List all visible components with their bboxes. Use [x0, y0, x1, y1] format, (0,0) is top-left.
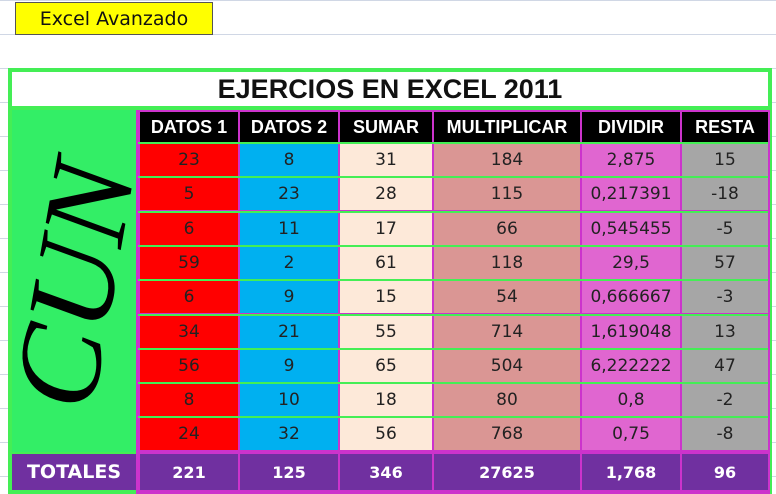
totals-label: TOTALES	[12, 454, 136, 490]
data-cell: -5	[682, 212, 768, 245]
column-header: RESTA	[682, 112, 768, 142]
row-separator	[138, 347, 768, 350]
data-cell: 15	[340, 281, 432, 314]
total-cell: 125	[240, 454, 338, 490]
data-cell: 5	[140, 178, 238, 211]
total-cell: 1,768	[582, 454, 680, 490]
data-cell: 6	[140, 212, 238, 245]
data-cell: 56	[340, 418, 432, 451]
data-cell: -8	[682, 418, 768, 451]
data-cell: 9	[240, 281, 338, 314]
data-cell: 9	[240, 349, 338, 382]
data-cell: 32	[240, 418, 338, 451]
data-cell: 28	[340, 178, 432, 211]
row-separator	[138, 210, 768, 213]
data-cell: 15	[682, 144, 768, 176]
column-header: MULTIPLICAR	[434, 112, 580, 142]
total-cell: 27625	[434, 454, 580, 490]
data-cell: 6,222222	[582, 349, 680, 382]
total-cell: 221	[140, 454, 238, 490]
data-cell: 6	[140, 281, 238, 314]
data-cell: 21	[240, 315, 338, 348]
data-cell: 17	[340, 212, 432, 245]
data-cell: -2	[682, 384, 768, 417]
data-cell: 13	[682, 315, 768, 348]
data-cell: 0,545455	[582, 212, 680, 245]
row-separator	[138, 382, 768, 385]
data-cell: 8	[140, 384, 238, 417]
row-separator	[138, 244, 768, 247]
data-cell: -3	[682, 281, 768, 314]
data-cell: 29,5	[582, 246, 680, 279]
row-separator	[138, 142, 768, 144]
data-cell: 61	[340, 246, 432, 279]
data-cell: 34	[140, 315, 238, 348]
data-cell: 57	[682, 246, 768, 279]
column-header: DATOS 1	[140, 112, 238, 142]
column-header: SUMAR	[340, 112, 432, 142]
data-cell: 59	[140, 246, 238, 279]
total-cell: 346	[340, 454, 432, 490]
data-cell: 47	[682, 349, 768, 382]
data-cell: 54	[434, 281, 580, 314]
data-cell: 2,875	[582, 144, 680, 176]
data-cell: 115	[434, 178, 580, 211]
data-cell: 0,217391	[582, 178, 680, 211]
data-cell: 0,8	[582, 384, 680, 417]
data-cell: 11	[240, 212, 338, 245]
data-cell: 0,75	[582, 418, 680, 451]
data-cell: 768	[434, 418, 580, 451]
data-cell: 65	[340, 349, 432, 382]
data-cell: 1,619048	[582, 315, 680, 348]
data-cell: -18	[682, 178, 768, 211]
data-cell: 8	[240, 144, 338, 176]
table-title: EJERCIOS EN EXCEL 2011	[12, 72, 768, 106]
data-cell: 23	[240, 178, 338, 211]
data-cell: 0,666667	[582, 281, 680, 314]
column-header: DATOS 2	[240, 112, 338, 142]
data-cell: 10	[240, 384, 338, 417]
data-cell: 118	[434, 246, 580, 279]
row-separator	[138, 416, 768, 419]
row-separator	[138, 313, 768, 316]
data-cell: 66	[434, 212, 580, 245]
row-separator	[138, 279, 768, 282]
data-cell: 504	[434, 349, 580, 382]
data-cell: 2	[240, 246, 338, 279]
data-cell: 18	[340, 384, 432, 417]
data-cell: 56	[140, 349, 238, 382]
data-cell: 184	[434, 144, 580, 176]
side-panel: CUN	[12, 110, 136, 452]
data-cell: 714	[434, 315, 580, 348]
data-cell: 23	[140, 144, 238, 176]
data-cell: 31	[340, 144, 432, 176]
row-separator	[138, 176, 768, 179]
data-cell: 24	[140, 418, 238, 451]
side-label: CUN	[12, 151, 136, 418]
total-cell: 96	[682, 454, 768, 490]
data-cell: 55	[340, 315, 432, 348]
column-header: DIVIDIR	[582, 112, 680, 142]
sheet-label: Excel Avanzado	[15, 2, 213, 35]
data-cell: 80	[434, 384, 580, 417]
